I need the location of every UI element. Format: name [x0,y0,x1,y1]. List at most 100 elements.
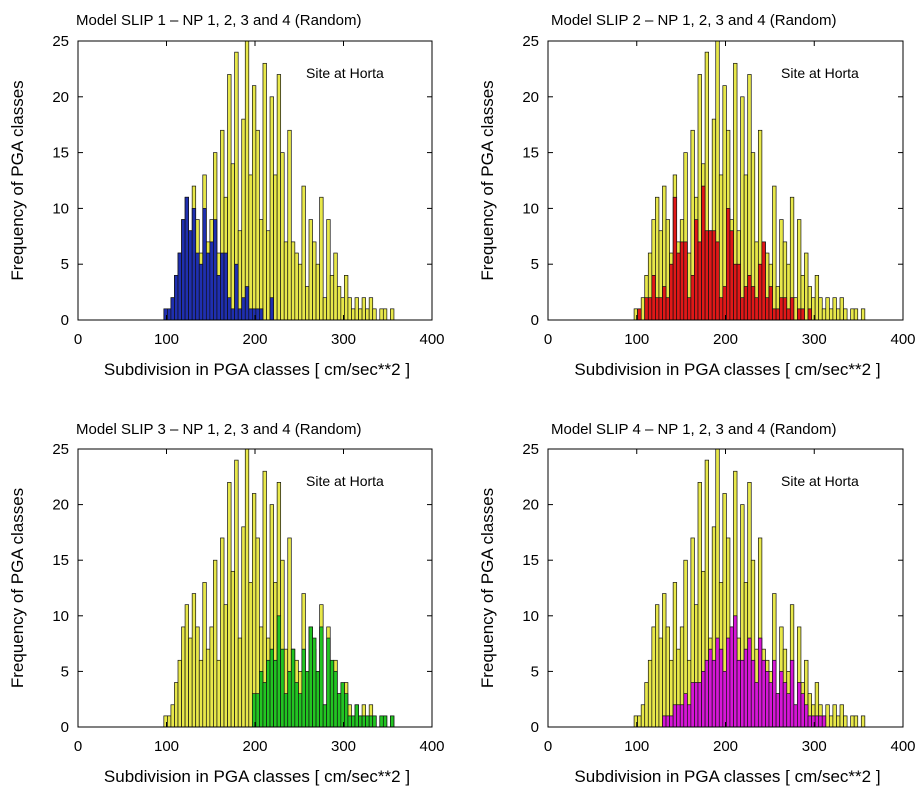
histogram-bar-series-2 [358,715,363,728]
histogram-bar-series-2 [672,196,678,321]
histogram-bar-series-1 [198,659,204,728]
x-tick-label: 400 [419,331,444,348]
histogram-bar-series-1 [259,219,264,321]
histogram-bar-series-1 [174,682,179,728]
y-tick-label: 25 [522,441,539,458]
histogram-bar-series-2 [736,263,741,321]
histogram-bar-series-2 [701,671,706,728]
histogram-bar-series-2 [205,252,211,321]
x-axis-label: Subdivision in PGA classes [ cm/sec**2 ] [104,767,410,786]
histogram-bar-series-1 [797,219,802,321]
histogram-bar-series-2 [305,671,310,728]
histogram-bar-series-2 [213,219,218,321]
histogram-bar-series-2 [736,659,741,728]
x-tick-label: 300 [802,331,827,348]
x-tick-label: 100 [154,331,179,348]
x-tick-label: 200 [242,331,267,348]
histogram-bar-series-2 [283,693,289,728]
y-tick-label: 0 [61,312,69,329]
x-tick-label: 200 [713,738,738,755]
x-tick-label: 300 [331,738,356,755]
histogram-bar-series-2 [662,286,667,321]
x-axis-label: Subdivision in PGA classes [ cm/sec**2 ] [574,767,880,786]
y-axis-label: Frequency of PGA classes [8,80,27,280]
histogram-bar-series-1 [216,659,221,728]
histogram-bar-series-1 [860,715,866,728]
histogram-bar-series-2 [669,715,674,728]
histogram-bar-series-1 [230,163,235,321]
histogram-bar-series-1 [821,308,827,321]
y-tick-label: 15 [52,145,69,162]
histogram-bar-series-2 [690,682,695,728]
histogram-bar-series-1 [372,308,377,321]
histogram-bar-series-2 [372,715,377,728]
histogram-bar-series-2 [676,704,681,728]
histogram-bar-series-2 [750,659,756,728]
histogram-bar-series-2 [672,704,678,728]
histogram-bar-series-2 [354,704,359,728]
histogram-bar-series-1 [280,152,285,321]
histogram-bar-series-2 [775,693,780,728]
histogram-bar-series-2 [821,715,827,728]
histogram-bar-series-1 [347,297,352,321]
histogram-bar-series-2 [220,252,225,321]
histogram-bar-series-2 [779,671,784,728]
histogram-bar-series-2 [686,297,692,321]
histogram-bar-series-2 [329,659,335,728]
histogram-bar-series-2 [697,682,702,728]
x-tick-label: 100 [154,738,179,755]
histogram-bar-series-2 [276,615,282,728]
histogram-bar-series-2 [782,682,788,728]
x-tick-label: 400 [890,738,915,755]
histogram-bar-series-2 [188,230,193,321]
chart-panel-2: 0 100 200 300 400 0 5 10 15 20 25 Model SLIP 2 – NP… [478,12,916,379]
histogram-bar-series-2 [347,715,352,728]
histogram-bar-series-1 [329,275,335,321]
histogram-bar-series-1 [839,297,844,321]
histogram-bar-series-2 [754,297,759,321]
histogram-bar-series-1 [825,297,830,321]
histogram-bar-series-1 [319,196,324,321]
histogram-bar-series-2 [765,297,770,321]
histogram-bar-series-2 [740,659,745,728]
histogram-bar-series-2 [269,297,274,321]
histogram-bar-series-2 [757,637,763,728]
y-tick-label: 5 [531,256,539,273]
histogram-bar-series-2 [818,715,823,728]
histogram-bar-series-1 [315,263,320,321]
histogram-bar-series-1 [287,129,292,321]
histogram-bar-series-1 [853,308,859,321]
histogram-bar-series-1 [651,626,656,728]
histogram-bar-series-1 [205,648,211,728]
histogram-bar-series-1 [241,118,246,321]
histogram-bar-series-2 [170,297,175,321]
y-axis-label: Frequency of PGA classes [478,80,497,280]
histogram-bar-series-1 [202,582,207,728]
histogram-bar-series-1 [251,85,257,321]
histogram-bar-series-2 [336,693,342,728]
histogram-bar-series-2 [800,308,805,321]
y-tick-label: 25 [52,441,69,458]
histogram-bar-series-1 [361,297,366,321]
histogram-bar-series-2 [679,241,685,321]
histogram-bar-series-2 [722,671,727,728]
histogram-bar-series-1 [843,715,848,728]
histogram-bar-series-1 [223,604,228,728]
histogram-bar-series-1 [167,715,172,728]
histogram-bar-series-2 [740,297,745,321]
histogram-bar-series-2 [768,286,773,321]
histogram-bar-series-2 [786,308,791,321]
histogram-bar-series-1 [269,96,274,321]
histogram-bar-series-1 [213,559,218,728]
x-tick-label: 300 [331,331,356,348]
histogram-bar-series-1 [326,219,331,321]
histogram-bar-series-2 [319,626,324,728]
histogram-bar-series-2 [241,297,246,321]
histogram-bar-series-1 [740,96,745,321]
histogram-bar-series-2 [786,693,791,728]
histogram-bar-series-1 [234,459,239,728]
y-tick-label: 15 [522,145,539,162]
histogram-bar-series-2 [262,682,267,728]
histogram-bar-series-2 [344,693,349,728]
histogram-bar-series-2 [765,671,770,728]
